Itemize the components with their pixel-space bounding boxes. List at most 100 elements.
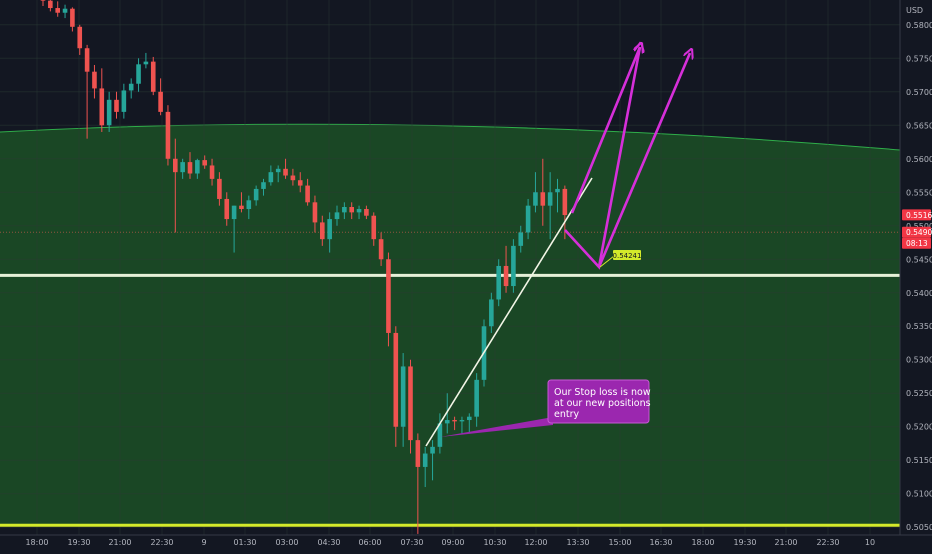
- x-tick-label: 01:30: [233, 538, 256, 547]
- target-label: 0.54241: [613, 252, 642, 260]
- annotation-pointer: [440, 417, 553, 437]
- currency-label: USD: [906, 6, 923, 15]
- candle-body: [150, 61, 156, 92]
- candle-body: [320, 222, 325, 240]
- candle-body: [173, 158, 178, 173]
- candle-body: [371, 215, 377, 240]
- candle-body: [62, 8, 68, 13]
- candle-body: [246, 200, 252, 210]
- annotation-text: at our new positions: [554, 398, 651, 409]
- projection-arrow-3: [597, 53, 690, 268]
- candle-body: [327, 219, 332, 240]
- candle-body: [356, 209, 362, 213]
- candle-body: [312, 202, 318, 223]
- green-zone-layer: [0, 123, 901, 526]
- target-label-bg: [613, 250, 641, 260]
- candle-body: [40, 0, 46, 1]
- annotation-text: Our Stop loss is now: [554, 387, 651, 398]
- candle-body: [143, 61, 149, 65]
- x-tick-label: 22:30: [816, 538, 839, 547]
- x-tick-label: 21:00: [774, 538, 797, 547]
- x-tick-label: 22:30: [150, 538, 173, 547]
- green-zone: [0, 124, 900, 526]
- annotation-text: entry: [554, 409, 579, 420]
- candle-body: [195, 160, 200, 174]
- candle-body: [261, 182, 266, 189]
- candle-body: [444, 420, 450, 424]
- time-axis[interactable]: 18:00 19:30 21:00 22:30 9 01:30 03:00 04:30 06:0…: [0, 534, 932, 550]
- candle-body: [430, 446, 435, 454]
- candle-body: [224, 198, 230, 220]
- candle-body: [121, 90, 127, 112]
- candle-body: [84, 48, 90, 72]
- candle-body: [99, 88, 105, 126]
- candle-body: [496, 265, 501, 300]
- candle-body: [415, 440, 421, 467]
- x-tick-label: 10:30: [483, 538, 506, 547]
- x-tick-label: 13:30: [566, 538, 589, 547]
- candle-body: [386, 259, 391, 333]
- x-tick-label: 18:00: [691, 538, 714, 547]
- x-tick-label: 9: [201, 538, 206, 547]
- candle-body: [459, 420, 465, 422]
- candle-body: [437, 423, 443, 447]
- price-axis-bg: [900, 0, 932, 550]
- x-tick-label: 06:00: [358, 538, 381, 547]
- candle-body: [489, 299, 494, 327]
- candle-body: [165, 111, 171, 159]
- candle-body: [452, 420, 457, 422]
- candle-body: [364, 209, 369, 216]
- candle-body: [422, 453, 428, 467]
- x-tick-label: 18:00: [25, 538, 48, 547]
- last-price-tag: 0.55163: [906, 211, 932, 220]
- candle-body: [92, 71, 97, 89]
- candle-body: [334, 212, 340, 220]
- candle-body: [474, 379, 479, 417]
- x-tick-label: 07:30: [400, 538, 423, 547]
- candle-body: [239, 205, 244, 210]
- candle-body: [275, 168, 281, 173]
- candle-body: [268, 172, 274, 183]
- candle-body: [231, 205, 237, 220]
- candle-body: [217, 178, 222, 199]
- candle-body: [467, 416, 472, 421]
- candle-body: [518, 232, 524, 246]
- time-axis-bg: [0, 535, 932, 550]
- x-tick-label: 12:00: [524, 538, 547, 547]
- candle-body: [511, 245, 516, 287]
- candle-body: [180, 162, 185, 173]
- last-price-tag-bg: [902, 209, 931, 221]
- previous-price-tag: 0.54904: [906, 228, 932, 237]
- price-tags-layer: 0.55163 0.54904 08:13 0.54241: [599, 209, 932, 268]
- grid-layer: [0, 0, 900, 535]
- candle-body: [562, 188, 568, 216]
- x-tick-label: 03:00: [275, 538, 298, 547]
- candle-body: [70, 8, 75, 27]
- drawings-layer: [425, 47, 690, 447]
- candle-body: [540, 192, 546, 206]
- countdown-tag: 08:13: [906, 239, 928, 248]
- x-tick-label: 16:30: [649, 538, 672, 547]
- previous-price-tag-bg: [902, 226, 931, 238]
- candle-body: [400, 366, 406, 427]
- x-tick-label: 10: [865, 538, 875, 547]
- candle-body: [290, 175, 296, 181]
- x-tick-label: 09:00: [441, 538, 464, 547]
- candle-body: [202, 160, 207, 166]
- candle-body: [305, 185, 310, 203]
- candles-layer: [40, 0, 568, 534]
- countdown-tag-bg: [902, 237, 931, 249]
